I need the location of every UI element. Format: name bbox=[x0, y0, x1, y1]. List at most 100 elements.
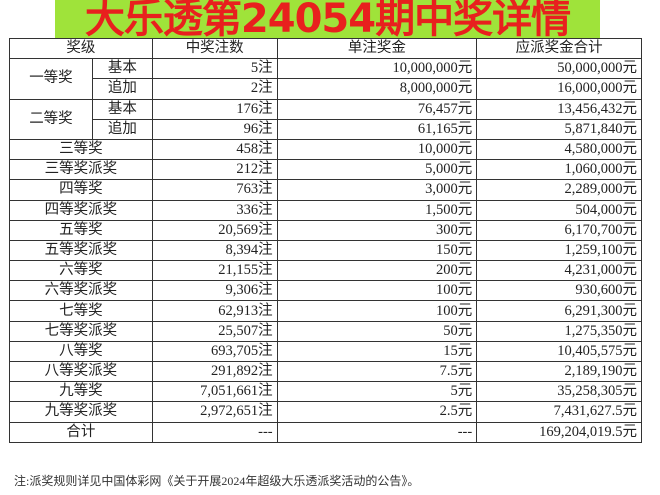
page-title: 大乐透第24054期中奖详情 bbox=[84, 0, 571, 42]
unit-prize: 8,000,000元 bbox=[276, 78, 478, 100]
winner-count: 458注 bbox=[151, 138, 278, 161]
prize-level: 四等奖 bbox=[9, 179, 153, 201]
total-prize: 5,871,840元 bbox=[476, 118, 642, 140]
winner-count: 62,913注 bbox=[151, 300, 278, 322]
winner-count: 336注 bbox=[151, 199, 278, 221]
table-row: 五等奖 20,569注 300元 6,170,700元 bbox=[9, 219, 642, 241]
unit-prize: 7.5元 bbox=[276, 360, 478, 383]
table-row: 六等奖 21,155注 200元 4,231,000元 bbox=[9, 260, 642, 282]
prize-level: 二等奖 bbox=[9, 98, 93, 140]
winner-count: 7,051,661注 bbox=[151, 381, 278, 403]
table-header-row: 奖级 中奖注数 单注奖金 应派奖金合计 bbox=[9, 37, 642, 60]
table-row: 一等奖 基本 5注 10,000,000元 50,000,000元 bbox=[9, 58, 642, 100]
winner-count: 176注 bbox=[151, 98, 278, 120]
table-row: 九等奖派奖 2,972,651注 2.5元 7,431,627.5元 bbox=[9, 401, 642, 423]
winner-count: --- bbox=[151, 421, 278, 443]
total-prize: 7,431,627.5元 bbox=[476, 401, 642, 423]
unit-prize: 300元 bbox=[276, 219, 478, 241]
total-prize: 16,000,000元 bbox=[476, 78, 642, 100]
prize-level: 七等奖 bbox=[9, 300, 153, 322]
table-row: 四等奖 763注 3,000元 2,289,000元 bbox=[9, 179, 642, 201]
winner-count: 21,155注 bbox=[151, 260, 278, 282]
table-row: 八等奖 693,705注 15元 10,405,575元 bbox=[9, 340, 642, 363]
total-prize: 4,580,000元 bbox=[476, 138, 642, 161]
header-level: 奖级 bbox=[9, 37, 153, 60]
total-prize: 504,000元 bbox=[476, 199, 642, 221]
table-row: 三等奖派奖 212注 5,000元 1,060,000元 bbox=[9, 159, 642, 181]
total-prize: 4,231,000元 bbox=[476, 260, 642, 282]
footnote: 注:派奖规则详见中国体彩网《关于开展2024年超级大乐透派奖活动的公告》。 bbox=[14, 474, 420, 488]
prize-level: 五等奖派奖 bbox=[9, 239, 153, 262]
prize-level: 九等奖 bbox=[9, 381, 153, 403]
winner-count: 5注 bbox=[151, 58, 278, 80]
winner-count: 2注 bbox=[151, 78, 278, 100]
winner-count: 763注 bbox=[151, 179, 278, 201]
table-row: 二等奖 基本 176注 76,457元 13,456,432元 bbox=[9, 98, 642, 140]
prize-level: 六等奖 bbox=[9, 260, 153, 282]
total-prize: 35,258,305元 bbox=[476, 381, 642, 403]
total-prize: 930,600元 bbox=[476, 280, 642, 302]
winner-count: 96注 bbox=[151, 118, 278, 140]
total-prize: 6,291,300元 bbox=[476, 300, 642, 322]
total-prize: 13,456,432元 bbox=[476, 98, 642, 120]
total-prize: 10,405,575元 bbox=[476, 340, 642, 363]
table-row: 八等奖派奖 291,892注 7.5元 2,189,190元 bbox=[9, 360, 642, 383]
unit-prize: 5,000元 bbox=[276, 159, 478, 181]
prize-table: 奖级 中奖注数 单注奖金 应派奖金合计 一等奖 基本 5注 10,000,000元 50… bbox=[9, 37, 642, 443]
table-row: 六等奖派奖 9,306注 100元 930,600元 bbox=[9, 280, 642, 302]
unit-prize: --- bbox=[276, 421, 478, 443]
winner-count: 2,972,651注 bbox=[151, 401, 278, 423]
unit-prize: 10,000,000元 bbox=[276, 58, 478, 80]
unit-prize: 61,165元 bbox=[276, 118, 478, 140]
prize-level: 五等奖 bbox=[9, 219, 153, 241]
winner-count: 25,507注 bbox=[151, 320, 278, 342]
prize-level: 四等奖派奖 bbox=[9, 199, 153, 221]
table-row: 四等奖派奖 336注 1,500元 504,000元 bbox=[9, 199, 642, 221]
title-banner bbox=[55, 0, 600, 42]
total-prize: 169,204,019.5元 bbox=[476, 421, 642, 443]
winner-count: 212注 bbox=[151, 159, 278, 181]
header-prize: 单注奖金 bbox=[276, 37, 478, 60]
prize-level: 合计 bbox=[9, 421, 153, 443]
table-row: 七等奖 62,913注 100元 6,291,300元 bbox=[9, 300, 642, 322]
summary-row: 合计 --- --- 169,204,019.5元 bbox=[9, 421, 642, 443]
unit-prize: 76,457元 bbox=[276, 98, 478, 120]
prize-sublevel: 基本 bbox=[91, 58, 153, 80]
table-row: 五等奖派奖 8,394注 150元 1,259,100元 bbox=[9, 239, 642, 262]
total-prize: 1,259,100元 bbox=[476, 239, 642, 262]
header-total: 应派奖金合计 bbox=[476, 37, 642, 60]
table-row: 九等奖 7,051,661注 5元 35,258,305元 bbox=[9, 381, 642, 403]
table-row: 追加 2注 8,000,000元 16,000,000元 bbox=[10, 78, 642, 100]
winner-count: 291,892注 bbox=[151, 360, 278, 383]
total-prize: 6,170,700元 bbox=[476, 219, 642, 241]
prize-level: 三等奖 bbox=[9, 138, 153, 161]
total-prize: 2,189,190元 bbox=[476, 360, 642, 383]
prize-level: 七等奖派奖 bbox=[9, 320, 153, 342]
unit-prize: 1,500元 bbox=[276, 199, 478, 221]
prize-sublevel: 基本 bbox=[91, 98, 153, 120]
prize-level: 八等奖 bbox=[9, 340, 153, 363]
unit-prize: 10,000元 bbox=[276, 138, 478, 161]
unit-prize: 50元 bbox=[276, 320, 478, 342]
unit-prize: 150元 bbox=[276, 239, 478, 262]
total-prize: 2,289,000元 bbox=[476, 179, 642, 201]
prize-sublevel: 追加 bbox=[91, 118, 153, 140]
unit-prize: 2.5元 bbox=[276, 401, 478, 423]
unit-prize: 15元 bbox=[276, 340, 478, 363]
table-row: 追加 96注 61,165元 5,871,840元 bbox=[10, 118, 642, 140]
unit-prize: 100元 bbox=[276, 300, 478, 322]
winner-count: 9,306注 bbox=[151, 280, 278, 302]
prize-level: 九等奖派奖 bbox=[9, 401, 153, 423]
unit-prize: 3,000元 bbox=[276, 179, 478, 201]
prize-level: 一等奖 bbox=[9, 58, 93, 100]
prize-level: 六等奖派奖 bbox=[9, 280, 153, 302]
winner-count: 693,705注 bbox=[151, 340, 278, 363]
unit-prize: 5元 bbox=[276, 381, 478, 403]
prize-level: 八等奖派奖 bbox=[9, 360, 153, 383]
total-prize: 1,060,000元 bbox=[476, 159, 642, 181]
total-prize: 1,275,350元 bbox=[476, 320, 642, 342]
total-prize: 50,000,000元 bbox=[476, 58, 642, 80]
prize-level: 三等奖派奖 bbox=[9, 159, 153, 181]
prize-sublevel: 追加 bbox=[91, 78, 153, 100]
table-row: 七等奖派奖 25,507注 50元 1,275,350元 bbox=[9, 320, 642, 342]
